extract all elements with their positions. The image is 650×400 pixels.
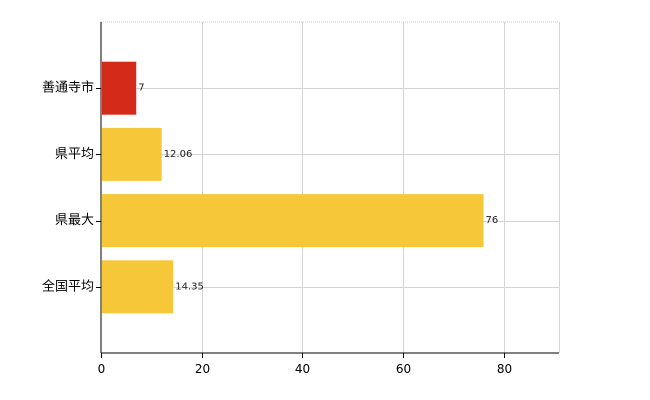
bar-1: [102, 127, 162, 181]
x-tick-label-1: 20: [195, 362, 210, 376]
data-label-2: 76: [486, 215, 499, 226]
x-tick-label-3: 60: [396, 362, 411, 376]
bar-3: [102, 260, 174, 314]
data-label-3: 14.35: [175, 281, 204, 292]
category-label-0: 善通寺市: [42, 80, 94, 96]
data-label-1: 12.06: [164, 149, 193, 160]
x-tick-label-0: 0: [98, 362, 106, 376]
bars-layer: [102, 61, 484, 314]
category-label-1: 県平均: [55, 147, 94, 162]
category-label-3: 全国平均: [42, 278, 94, 294]
x-tick-label-4: 80: [497, 362, 512, 376]
bar-0: [102, 61, 137, 115]
bar-2: [102, 194, 484, 248]
data-label-0: 7: [138, 83, 144, 94]
axes-layer: [100, 22, 559, 354]
category-label-2: 県最大: [55, 213, 94, 228]
labels-layer: 善通寺市 7 県平均 12.06 県最大 76 全国平均 14.35 0 20 40 60 80: [42, 80, 512, 376]
x-tick-label-2: 40: [295, 362, 310, 376]
